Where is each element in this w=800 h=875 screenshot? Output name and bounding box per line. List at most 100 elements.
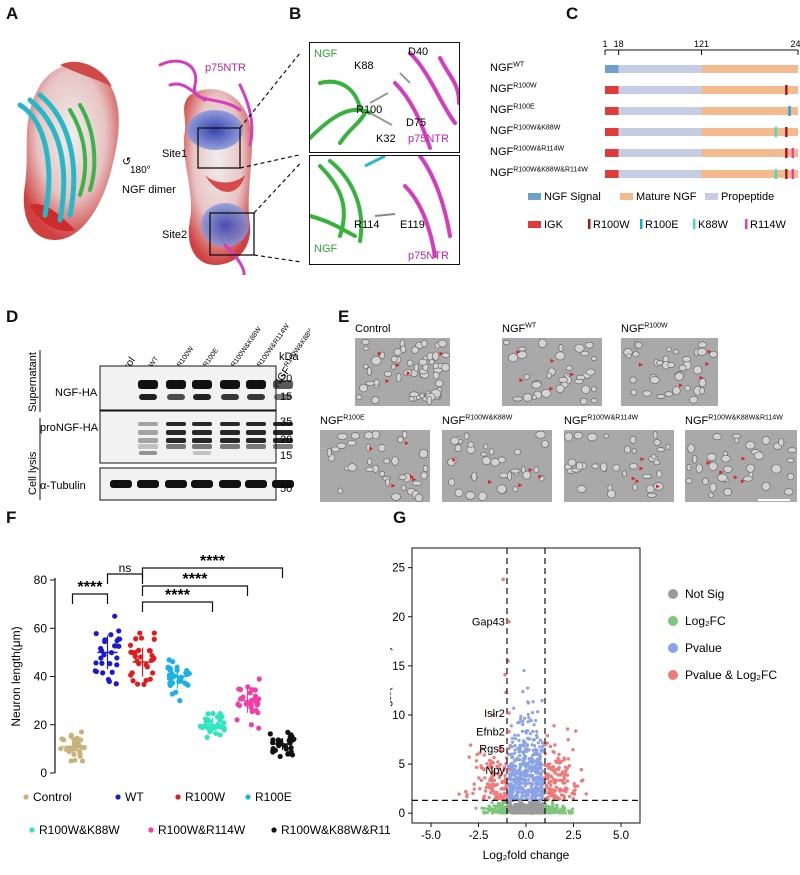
volcano-point (531, 729, 535, 733)
cell (603, 433, 609, 439)
volcano-point (513, 759, 517, 763)
data-point (288, 745, 294, 751)
cell (591, 356, 597, 361)
data-point (112, 613, 118, 619)
cell (672, 386, 681, 396)
volcano-point (584, 792, 588, 796)
cell (745, 441, 756, 450)
panel-g-letter: G (393, 508, 407, 527)
volcano-point (527, 716, 531, 720)
cell (666, 346, 672, 352)
volcano-point (509, 782, 513, 786)
volcano-point (485, 762, 489, 766)
legend-marker (668, 616, 678, 626)
volcano-point (487, 795, 491, 800)
cell (624, 445, 631, 454)
data-point (178, 674, 184, 680)
cell (373, 379, 380, 386)
cell (687, 443, 695, 454)
arrowhead-icon (518, 483, 523, 488)
volcano-point (545, 734, 550, 738)
legend-marker (271, 827, 277, 833)
volcano-point (509, 762, 513, 766)
cell (336, 442, 347, 449)
marker-label: 35 (280, 416, 292, 428)
data-point (72, 757, 78, 763)
volcano-point (502, 765, 507, 769)
volcano-point (534, 781, 538, 785)
cell (723, 487, 732, 497)
volcano-point (519, 717, 523, 721)
volcano-point (559, 772, 563, 777)
blot-band (246, 438, 266, 443)
volcano-point (514, 802, 518, 807)
volcano-point (521, 763, 525, 767)
cell (672, 349, 679, 355)
legend-swatch (528, 193, 541, 200)
blot-band (166, 438, 186, 443)
cell (414, 493, 424, 502)
blot-band (192, 422, 212, 426)
blot-band (245, 480, 267, 488)
labeled-gene-point (507, 768, 511, 772)
volcano-point (535, 760, 539, 764)
micrograph-label: NGFR100W&K88W (442, 415, 513, 427)
data-point (107, 661, 113, 667)
volcano-point (501, 810, 505, 814)
cell (365, 466, 374, 472)
cell (721, 455, 731, 463)
legend-swatch (640, 219, 643, 229)
cell (512, 396, 523, 402)
blot-band (192, 380, 212, 389)
volcano-point (571, 796, 576, 801)
cell (712, 433, 722, 441)
volcano-point (480, 806, 484, 810)
volcano-point (522, 757, 526, 761)
volcano-point (489, 761, 493, 765)
blot-band (246, 430, 266, 435)
panel-d-letter: D (6, 307, 19, 326)
cell (607, 489, 616, 499)
legend-label: R114W (750, 219, 786, 231)
construct-mature-segment (701, 128, 798, 136)
volcano-point (554, 785, 559, 790)
volcano-point (509, 724, 513, 728)
blot-band (110, 480, 132, 488)
data-point (79, 758, 86, 764)
volcano-point (502, 768, 506, 772)
volcano-point (503, 807, 507, 812)
cell (541, 439, 549, 448)
cell (400, 345, 407, 354)
data-point (143, 677, 149, 684)
cell (391, 364, 397, 370)
volcano-point (535, 758, 539, 762)
residue-e119: E119 (400, 219, 425, 231)
y-tick-label: 5 (399, 759, 405, 771)
volcano-point (465, 792, 469, 797)
legend-marker (148, 827, 154, 833)
legend-label: IGK (544, 219, 564, 231)
volcano-point (482, 768, 486, 772)
volcano-point (489, 791, 493, 795)
cell (584, 341, 594, 349)
cell (581, 384, 591, 395)
data-point (217, 732, 223, 738)
labeled-gene-point (507, 729, 511, 734)
volcano-point (482, 806, 486, 810)
volcano-point (536, 741, 540, 745)
volcano-point (531, 700, 535, 704)
cell (454, 488, 464, 497)
x-tick-label: -2.5 (469, 830, 489, 842)
cell (678, 364, 687, 372)
blot-band (273, 444, 293, 449)
volcano-point (518, 754, 522, 758)
data-point (213, 730, 219, 736)
arrowhead-icon (640, 457, 645, 462)
volcano-point (508, 797, 512, 802)
data-point (249, 686, 255, 693)
data-point (116, 636, 123, 642)
volcano-point (540, 741, 545, 745)
volcano-point (513, 737, 518, 741)
y-tick-label: 80 (34, 573, 48, 587)
volcano-point (539, 792, 543, 797)
